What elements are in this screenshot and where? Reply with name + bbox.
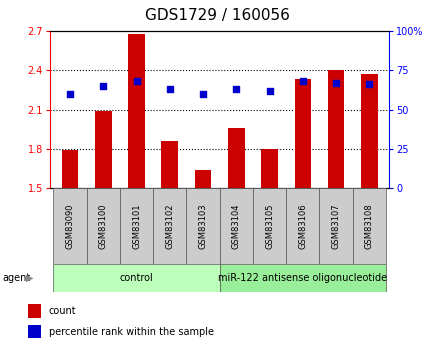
Point xyxy=(199,91,206,97)
Text: GSM83100: GSM83100 xyxy=(99,203,108,249)
Text: GSM83102: GSM83102 xyxy=(165,203,174,249)
FancyBboxPatch shape xyxy=(286,188,319,264)
Text: miR-122 antisense oligonucleotide: miR-122 antisense oligonucleotide xyxy=(218,273,387,283)
FancyBboxPatch shape xyxy=(219,188,252,264)
FancyBboxPatch shape xyxy=(53,188,86,264)
Bar xyxy=(360,74,377,188)
Text: agent: agent xyxy=(2,273,30,283)
Text: percentile rank within the sample: percentile rank within the sample xyxy=(49,327,213,337)
Bar xyxy=(194,170,211,188)
FancyBboxPatch shape xyxy=(252,188,286,264)
Bar xyxy=(28,325,41,338)
Point xyxy=(166,86,173,92)
Bar xyxy=(28,304,41,317)
Text: GSM83090: GSM83090 xyxy=(66,203,74,249)
Text: count: count xyxy=(49,306,76,316)
Point xyxy=(299,79,306,84)
Bar xyxy=(128,34,145,188)
Bar xyxy=(227,128,244,188)
Text: control: control xyxy=(119,273,153,283)
FancyBboxPatch shape xyxy=(352,188,385,264)
Text: GSM83101: GSM83101 xyxy=(132,203,141,249)
Bar xyxy=(294,79,310,188)
Point xyxy=(266,88,273,93)
Text: GSM83108: GSM83108 xyxy=(364,203,373,249)
Text: GSM83105: GSM83105 xyxy=(264,203,273,249)
Bar xyxy=(261,149,277,188)
FancyBboxPatch shape xyxy=(120,188,153,264)
Bar xyxy=(62,150,78,188)
Bar xyxy=(161,141,178,188)
FancyBboxPatch shape xyxy=(319,188,352,264)
Text: ▶: ▶ xyxy=(26,273,33,283)
FancyBboxPatch shape xyxy=(86,188,120,264)
Point xyxy=(365,82,372,87)
Text: GSM83107: GSM83107 xyxy=(331,203,340,249)
Text: GSM83103: GSM83103 xyxy=(198,203,207,249)
FancyBboxPatch shape xyxy=(219,264,385,292)
Point xyxy=(232,86,239,92)
Text: GSM83104: GSM83104 xyxy=(231,203,240,249)
Point xyxy=(332,80,339,86)
FancyBboxPatch shape xyxy=(186,188,219,264)
Text: GDS1729 / 160056: GDS1729 / 160056 xyxy=(145,8,289,23)
Bar xyxy=(327,70,344,188)
Point xyxy=(133,79,140,84)
Text: GSM83106: GSM83106 xyxy=(298,203,307,249)
Point xyxy=(66,91,73,97)
FancyBboxPatch shape xyxy=(153,188,186,264)
Bar xyxy=(95,111,111,188)
Point xyxy=(99,83,106,89)
FancyBboxPatch shape xyxy=(53,264,219,292)
